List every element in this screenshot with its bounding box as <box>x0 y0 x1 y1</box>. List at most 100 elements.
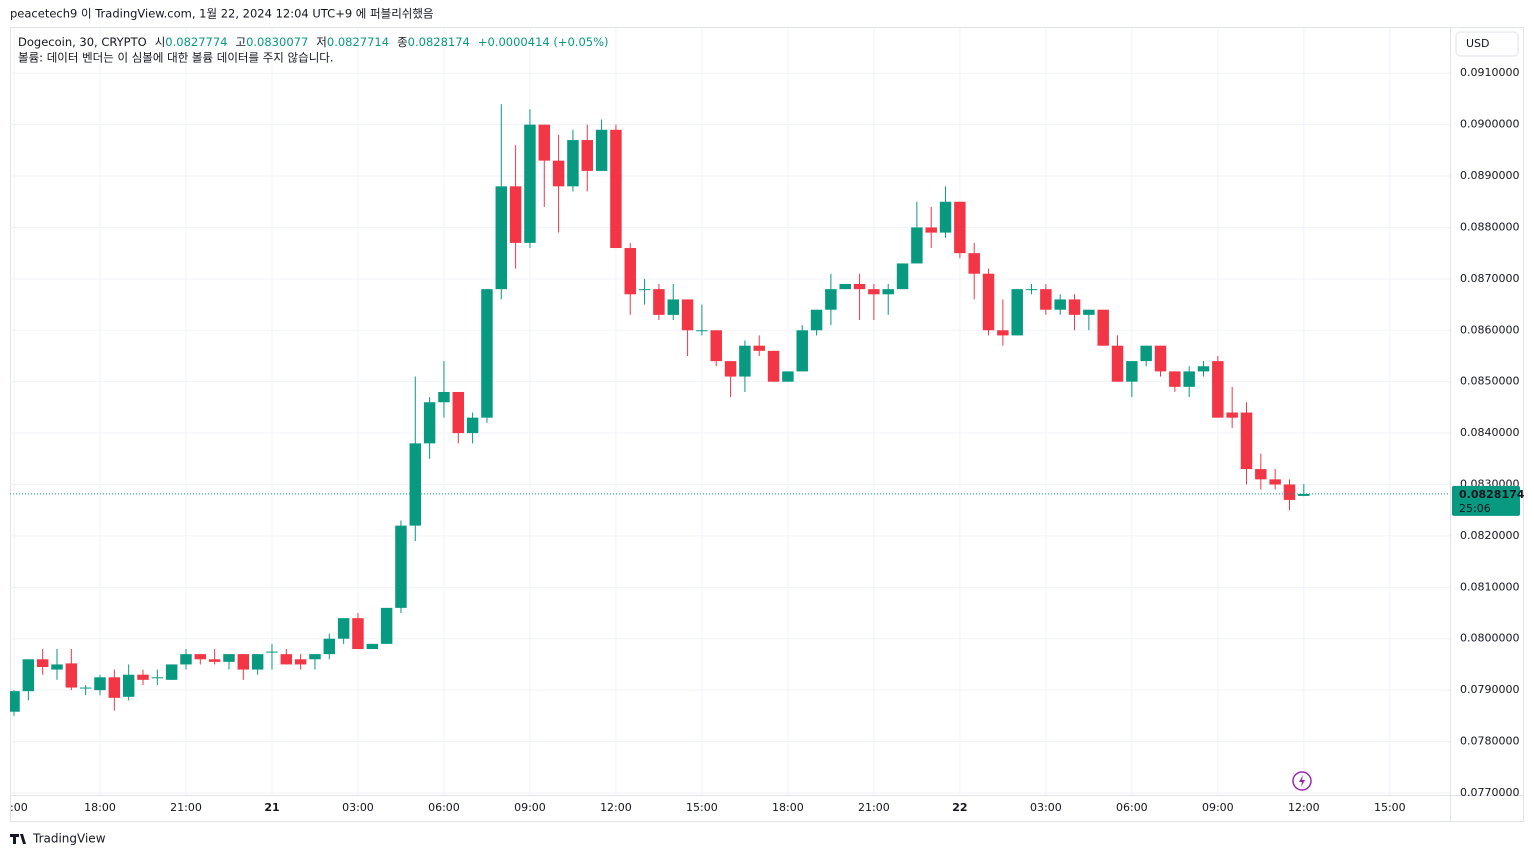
candle-body <box>495 186 508 290</box>
candle-body <box>1283 484 1296 500</box>
candle-body <box>552 160 565 187</box>
candle-body <box>208 659 221 662</box>
x-tick-label: 15:00 <box>686 801 718 814</box>
candle-body <box>825 289 837 310</box>
currency-button[interactable] <box>1455 31 1519 57</box>
candle-body <box>681 299 694 331</box>
y-tick-label: 0.0880000 <box>1460 220 1520 233</box>
y-tick-label: 0.0890000 <box>1460 169 1520 182</box>
legend-label: 시 <box>155 35 166 49</box>
legend-label: 고 <box>235 35 246 49</box>
legend-value: 0.0830077 <box>246 35 308 49</box>
candle-body <box>939 201 952 233</box>
axes: 0.0770000 0.0780000 0.0790000 0.0800000 0.08… <box>10 66 1525 814</box>
candle-body <box>1226 412 1238 418</box>
x-tick-label: 09:00 <box>514 801 546 814</box>
last-price-box <box>1452 485 1520 516</box>
candle-body <box>567 140 579 187</box>
candle-body <box>782 371 794 382</box>
candle-body <box>1111 345 1124 382</box>
candle-body <box>466 417 479 434</box>
candle-body <box>481 289 493 418</box>
publish-info: peacetech9 이 TradingView.com, 1월 22, 202… <box>10 7 434 21</box>
y-tick-label: 0.0850000 <box>1460 375 1520 388</box>
candle-body <box>180 654 192 665</box>
candle-body <box>337 618 350 639</box>
y-tick-label: 0.0910000 <box>1460 66 1520 79</box>
x-tick-label: 03:00 <box>342 801 374 814</box>
candle-body <box>810 309 823 331</box>
candle-body <box>1255 469 1267 480</box>
candle-body <box>1126 361 1138 382</box>
candle-body <box>137 674 149 680</box>
x-tick-label: 15:00 <box>1374 801 1406 814</box>
y-tick-label: 0.0840000 <box>1460 426 1520 439</box>
x-tick-label: 18:00 <box>772 801 804 814</box>
candle-body <box>1011 289 1023 336</box>
candle-body <box>266 651 278 653</box>
candle-body <box>595 129 608 171</box>
candle-body <box>696 330 708 332</box>
candle-body <box>911 227 923 264</box>
event-bolt <box>1299 775 1305 787</box>
candle-body <box>423 402 436 444</box>
candle-body <box>438 391 450 403</box>
candle-body <box>165 664 178 680</box>
candle-body <box>954 201 966 254</box>
candles <box>10 104 1450 716</box>
candle-body <box>36 659 49 667</box>
x-tick-label: 18:00 <box>84 801 116 814</box>
candle-body <box>151 677 164 679</box>
logo <box>10 834 26 844</box>
candle-body <box>796 330 808 372</box>
x-tick-label: 06:00 <box>428 801 460 814</box>
x-tick-label: 06:00 <box>1116 801 1148 814</box>
candle-body <box>724 361 737 377</box>
candle-body <box>94 677 106 691</box>
x-tick-label: 03:00 <box>1030 801 1062 814</box>
candle-body <box>710 330 722 362</box>
candle-body <box>896 263 909 290</box>
candle-body <box>108 677 121 698</box>
y-tick-label: 0.0810000 <box>1460 580 1520 593</box>
candle-body <box>1183 371 1195 387</box>
legend-value: 0.0827774 <box>165 35 227 49</box>
candle-body <box>968 253 980 274</box>
y-tick-label: 0.0900000 <box>1460 118 1520 131</box>
candle-body <box>79 687 92 689</box>
candle-body <box>853 284 866 290</box>
candle-body <box>653 289 665 315</box>
legend-value: 0.0827714 <box>327 35 389 49</box>
candle-body <box>868 289 880 295</box>
candle-body <box>524 124 536 243</box>
candle-body <box>237 654 250 670</box>
brand: TradingView <box>32 832 106 846</box>
legend-value: 0.0828174 <box>408 35 470 49</box>
candle-body <box>538 124 550 161</box>
candle-body <box>767 350 780 382</box>
candle-body <box>22 659 35 692</box>
event-icon[interactable] <box>1292 771 1312 791</box>
candle-body <box>352 618 364 650</box>
candle-body <box>1068 299 1081 315</box>
candle-body <box>1197 366 1210 372</box>
candle-body <box>638 289 651 291</box>
y-tick-label: 0.0790000 <box>1460 683 1520 696</box>
notice: 볼륨: 데이터 벤더는 이 심볼에 대한 볼륨 데이터를 주지 않습니다. <box>18 51 334 65</box>
candle-body <box>882 289 894 295</box>
x-tick-label: 12:00 <box>1288 801 1320 814</box>
candle-body <box>1040 289 1052 310</box>
x-tick-label: 21 <box>264 801 279 814</box>
candle-body <box>395 525 407 608</box>
candle-body <box>10 691 20 712</box>
candle-body <box>1269 479 1281 485</box>
symbol: Dogecoin, 30, CRYPTO <box>18 35 147 49</box>
candle-body <box>581 140 593 171</box>
x-tick-label: 12:00 <box>600 801 632 814</box>
y-tick-label: 0.0780000 <box>1460 735 1520 748</box>
candle-body <box>323 638 336 655</box>
currency[interactable]: USD <box>1466 37 1490 50</box>
candle-body <box>624 248 636 295</box>
legend-label: 종 <box>397 35 408 49</box>
candle-body <box>753 345 765 351</box>
